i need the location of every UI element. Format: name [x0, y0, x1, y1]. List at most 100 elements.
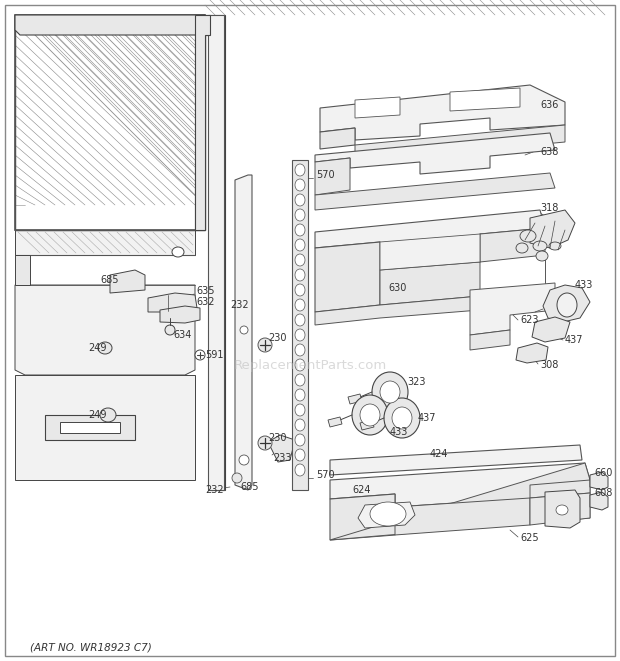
- Text: 433: 433: [390, 427, 409, 437]
- Ellipse shape: [295, 299, 305, 311]
- Ellipse shape: [295, 434, 305, 446]
- Text: 608: 608: [594, 488, 613, 498]
- Text: 685: 685: [100, 275, 118, 285]
- Polygon shape: [480, 228, 545, 262]
- Text: 230: 230: [268, 433, 286, 443]
- Polygon shape: [395, 498, 530, 535]
- Text: 232: 232: [205, 485, 224, 495]
- Polygon shape: [358, 502, 415, 528]
- Polygon shape: [315, 158, 350, 195]
- Polygon shape: [330, 445, 582, 475]
- Polygon shape: [60, 422, 120, 433]
- Polygon shape: [348, 394, 362, 404]
- Polygon shape: [195, 15, 210, 230]
- Polygon shape: [545, 490, 580, 528]
- Polygon shape: [315, 242, 380, 312]
- Ellipse shape: [295, 374, 305, 386]
- Text: 437: 437: [565, 335, 583, 345]
- Ellipse shape: [516, 243, 528, 253]
- Polygon shape: [380, 234, 480, 270]
- Text: 570: 570: [316, 470, 335, 480]
- Ellipse shape: [295, 464, 305, 476]
- Polygon shape: [15, 285, 195, 375]
- Polygon shape: [205, 15, 225, 490]
- Ellipse shape: [295, 224, 305, 236]
- Polygon shape: [320, 128, 355, 149]
- Polygon shape: [360, 420, 374, 430]
- Text: 623: 623: [520, 315, 539, 325]
- Polygon shape: [355, 97, 400, 118]
- Text: 308: 308: [540, 360, 559, 370]
- Text: 249: 249: [88, 410, 107, 420]
- Polygon shape: [15, 375, 195, 480]
- Ellipse shape: [165, 325, 175, 335]
- Ellipse shape: [380, 381, 400, 403]
- Ellipse shape: [549, 242, 561, 250]
- Ellipse shape: [295, 329, 305, 341]
- Ellipse shape: [295, 389, 305, 401]
- Polygon shape: [470, 283, 555, 335]
- Ellipse shape: [295, 344, 305, 356]
- Ellipse shape: [295, 164, 305, 176]
- Polygon shape: [530, 210, 575, 248]
- Polygon shape: [516, 343, 548, 363]
- Ellipse shape: [370, 502, 406, 526]
- Ellipse shape: [520, 230, 536, 242]
- Text: 632: 632: [196, 297, 215, 307]
- Ellipse shape: [295, 209, 305, 221]
- Text: 233: 233: [273, 453, 291, 463]
- Text: 660: 660: [594, 468, 613, 478]
- Text: 437: 437: [418, 413, 436, 423]
- Polygon shape: [532, 317, 570, 342]
- Text: 323: 323: [407, 377, 425, 387]
- Ellipse shape: [295, 419, 305, 431]
- Polygon shape: [15, 255, 30, 285]
- Polygon shape: [590, 472, 608, 490]
- Polygon shape: [530, 480, 590, 498]
- Polygon shape: [268, 435, 295, 462]
- Ellipse shape: [239, 455, 249, 465]
- Polygon shape: [330, 463, 590, 540]
- Ellipse shape: [258, 338, 272, 352]
- Polygon shape: [543, 285, 590, 322]
- Bar: [15, 15, 205, 230]
- Ellipse shape: [172, 247, 184, 257]
- Text: 591: 591: [205, 350, 223, 360]
- Polygon shape: [450, 88, 520, 111]
- Text: 635: 635: [196, 286, 215, 296]
- Text: 638: 638: [540, 147, 559, 157]
- Text: 433: 433: [575, 280, 593, 290]
- Polygon shape: [315, 210, 545, 270]
- Text: 634: 634: [173, 330, 192, 340]
- Ellipse shape: [295, 314, 305, 326]
- Polygon shape: [530, 493, 590, 525]
- Text: 424: 424: [430, 449, 448, 459]
- Polygon shape: [470, 330, 510, 350]
- Ellipse shape: [98, 342, 112, 354]
- Bar: [15, 15, 205, 230]
- Polygon shape: [315, 296, 480, 325]
- Polygon shape: [148, 293, 197, 312]
- Polygon shape: [355, 125, 565, 162]
- Polygon shape: [45, 415, 135, 440]
- Ellipse shape: [536, 251, 548, 261]
- Polygon shape: [315, 173, 555, 210]
- Ellipse shape: [295, 239, 305, 251]
- Text: (ART NO. WR18923 C7): (ART NO. WR18923 C7): [30, 643, 152, 653]
- Polygon shape: [292, 160, 308, 490]
- Ellipse shape: [295, 284, 305, 296]
- Text: 232: 232: [230, 300, 249, 310]
- Text: 636: 636: [540, 100, 559, 110]
- Text: ReplacementParts.com: ReplacementParts.com: [233, 358, 387, 371]
- Ellipse shape: [372, 372, 408, 412]
- Text: 570: 570: [316, 170, 335, 180]
- Ellipse shape: [557, 293, 577, 317]
- Ellipse shape: [392, 407, 412, 429]
- Ellipse shape: [258, 436, 272, 450]
- Polygon shape: [160, 306, 200, 323]
- Polygon shape: [380, 262, 480, 305]
- Ellipse shape: [295, 449, 305, 461]
- Ellipse shape: [240, 326, 248, 334]
- Polygon shape: [590, 492, 608, 510]
- Text: 625: 625: [520, 533, 539, 543]
